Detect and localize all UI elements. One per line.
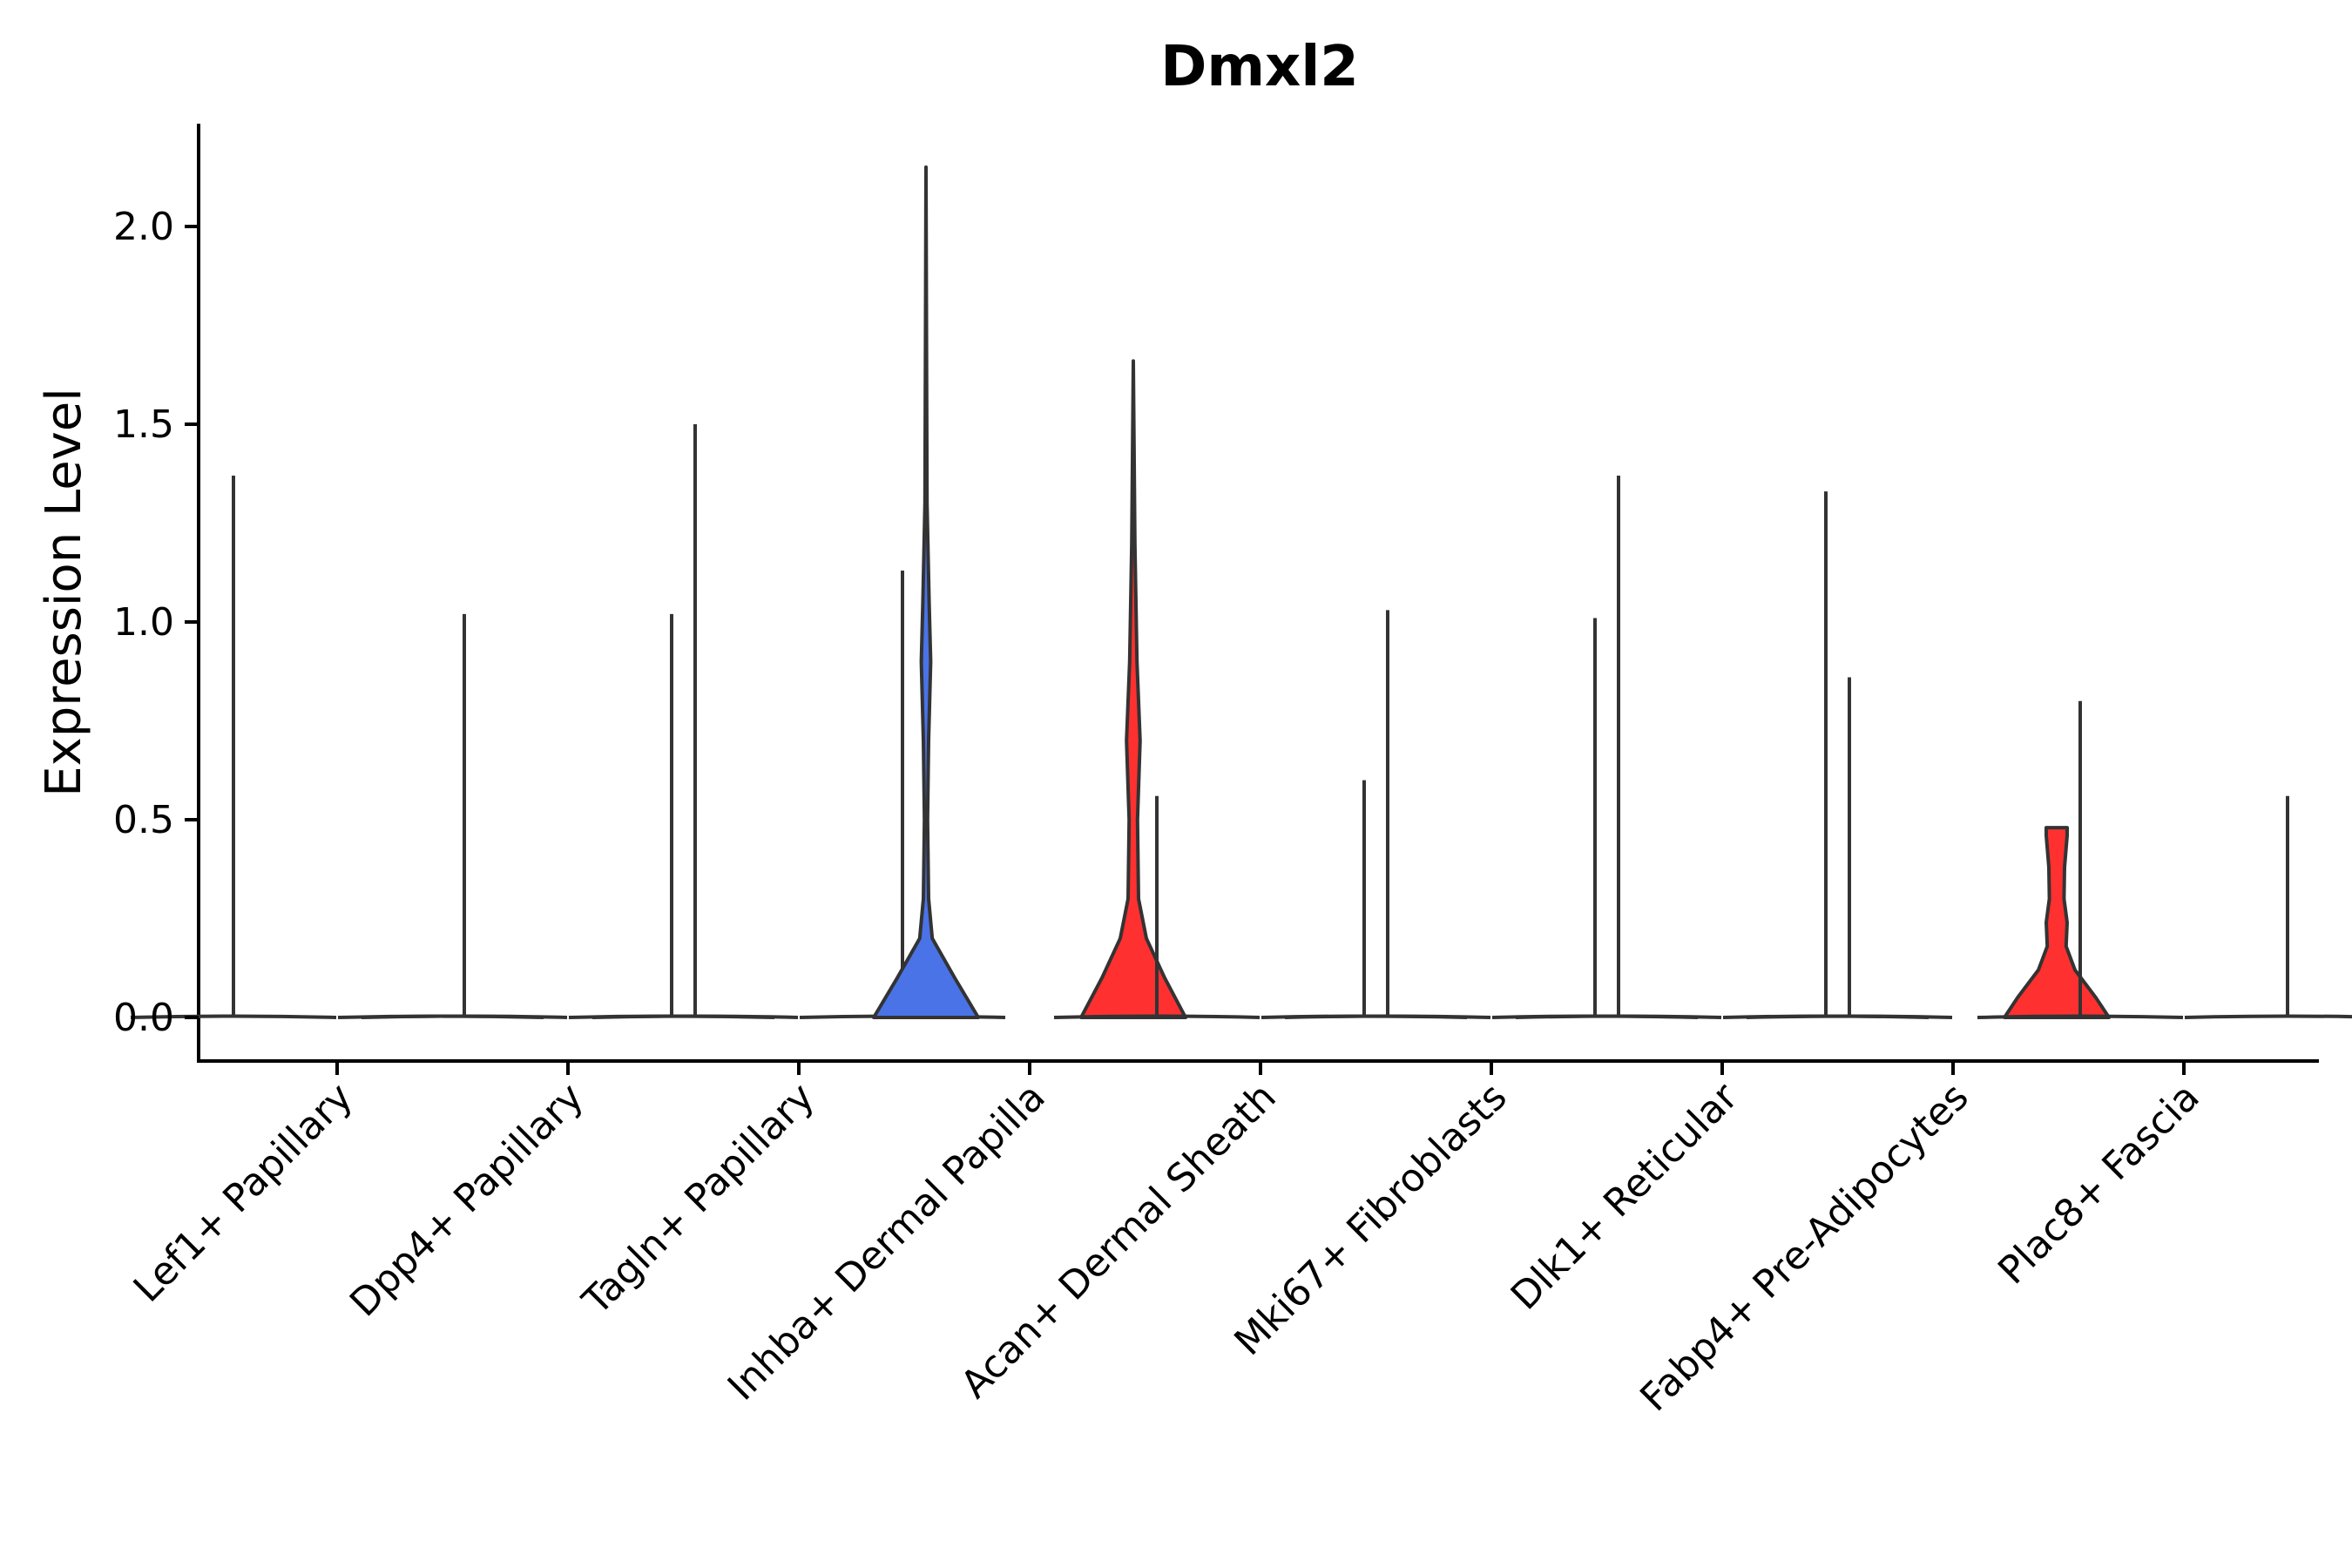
violin-group-2 (2003, 826, 2111, 1019)
violin-layer (130, 165, 2352, 1019)
x-tick-label: Dpp4+ Papillary (341, 1075, 592, 1326)
y-ticks: 0.0 0.5 1.0 1.5 2.0 (113, 205, 199, 1040)
y-tick-label: 1.0 (113, 600, 174, 645)
y-tick-label: 0.0 (113, 996, 174, 1040)
x-tick-label: Lef1+ Papillary (125, 1075, 362, 1311)
x-tick-label: Tagln+ Papillary (574, 1075, 823, 1324)
y-tick-label: 1.5 (113, 402, 174, 447)
x-tick-label: Dlk1+ Reticular (1503, 1074, 1747, 1319)
violin-baseline (2184, 1014, 2352, 1019)
y-tick-label: 0.5 (113, 798, 174, 842)
violin-group-2 (1079, 359, 1187, 1019)
chart-title: Dmxl2 (1160, 35, 1359, 99)
y-axis-label: Expression Level (36, 388, 92, 797)
y-tick-label: 2.0 (113, 205, 174, 249)
violin-group-1 (872, 165, 980, 1019)
x-tick-label: Plac8+ Fascia (1990, 1075, 2208, 1294)
